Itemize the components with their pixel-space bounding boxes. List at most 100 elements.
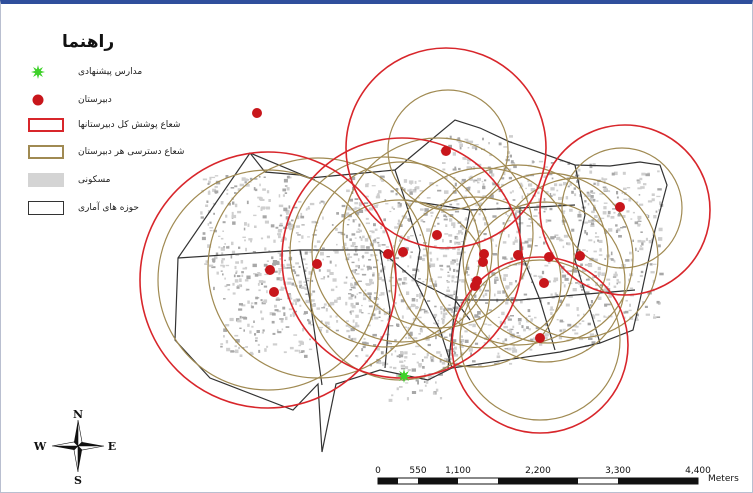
residential-block [444,190,449,194]
residential-block [550,311,553,315]
residential-block [409,331,413,335]
residential-block [501,183,504,187]
residential-block [624,310,629,314]
residential-block [586,191,590,194]
residential-block [454,166,457,169]
residential-block [520,182,523,185]
residential-block [423,380,426,383]
residential-block [283,312,286,316]
residential-block [241,274,244,277]
residential-block [291,219,294,222]
residential-block [618,212,621,215]
residential-block [449,353,453,357]
residential-block [539,342,543,346]
residential-block [465,266,470,271]
high-school-marker [535,333,545,343]
residential-block [358,203,362,207]
residential-block [304,287,307,290]
residential-block [257,297,260,299]
residential-block [455,276,459,279]
residential-block [226,192,229,195]
residential-block [352,325,356,329]
residential-block [508,176,512,180]
residential-block [477,311,481,315]
residential-block [356,230,361,233]
legend-label: حوزه های آماری [78,203,139,213]
residential-block [598,239,603,243]
residential-block [599,248,602,252]
residential-block [393,366,397,370]
residential-block [230,350,235,353]
residential-block [598,274,600,278]
residential-block [375,306,381,310]
residential-block [549,207,553,211]
residential-block [382,361,387,366]
residential-block [286,266,292,269]
residential-block [416,268,419,271]
residential-block [216,271,219,275]
residential-block [415,306,418,310]
residential-block [544,333,549,337]
residential-block [600,217,605,219]
residential-block [310,324,315,326]
residential-block [559,299,563,304]
residential-block [613,273,618,277]
residential-block [424,208,429,212]
residential-block [375,303,379,306]
residential-block [531,281,533,283]
residential-block [283,265,286,269]
residential-block [372,333,377,337]
residential-block [419,190,424,192]
residential-block [470,144,472,146]
residential-block [354,202,359,205]
residential-block [347,218,350,221]
residential-block [261,206,265,210]
residential-block [376,194,380,197]
residential-block [368,295,372,299]
residential-block [641,242,644,246]
residential-block [528,315,531,317]
residential-block [591,210,595,214]
residential-block [581,268,587,272]
residential-block [356,293,358,295]
residential-block [590,195,594,198]
residential-block [407,265,410,268]
residential-block [453,268,456,272]
residential-block [530,318,533,322]
residential-block [645,173,650,177]
residential-block [234,265,237,270]
residential-block [511,163,516,165]
residential-block [368,266,372,270]
residential-block [200,216,204,219]
residential-block [451,275,455,279]
high-school-marker [479,249,489,259]
residential-block [419,293,423,297]
residential-block [425,278,428,281]
residential-block [276,297,280,299]
residential-block [452,340,454,343]
residential-block [269,312,274,316]
residential-block [436,257,439,261]
residential-block [364,251,369,254]
residential-block [596,200,599,202]
residential-block [503,198,508,200]
residential-block [459,317,462,320]
residential-block [286,212,289,215]
residential-block [234,334,239,337]
residential-block [616,282,618,285]
residential-block [283,351,287,354]
residential-block [364,289,367,292]
residential-block [549,309,555,311]
residential-block [213,229,217,233]
residential-block [466,187,471,191]
residential-block [386,311,392,313]
residential-block [380,226,383,229]
residential-block [391,206,394,209]
residential-block [559,238,563,242]
residential-block [418,180,422,182]
residential-block [614,271,617,274]
residential-block [200,211,203,215]
residential-block [625,259,630,262]
residential-block [529,183,533,187]
residential-block [616,191,619,195]
